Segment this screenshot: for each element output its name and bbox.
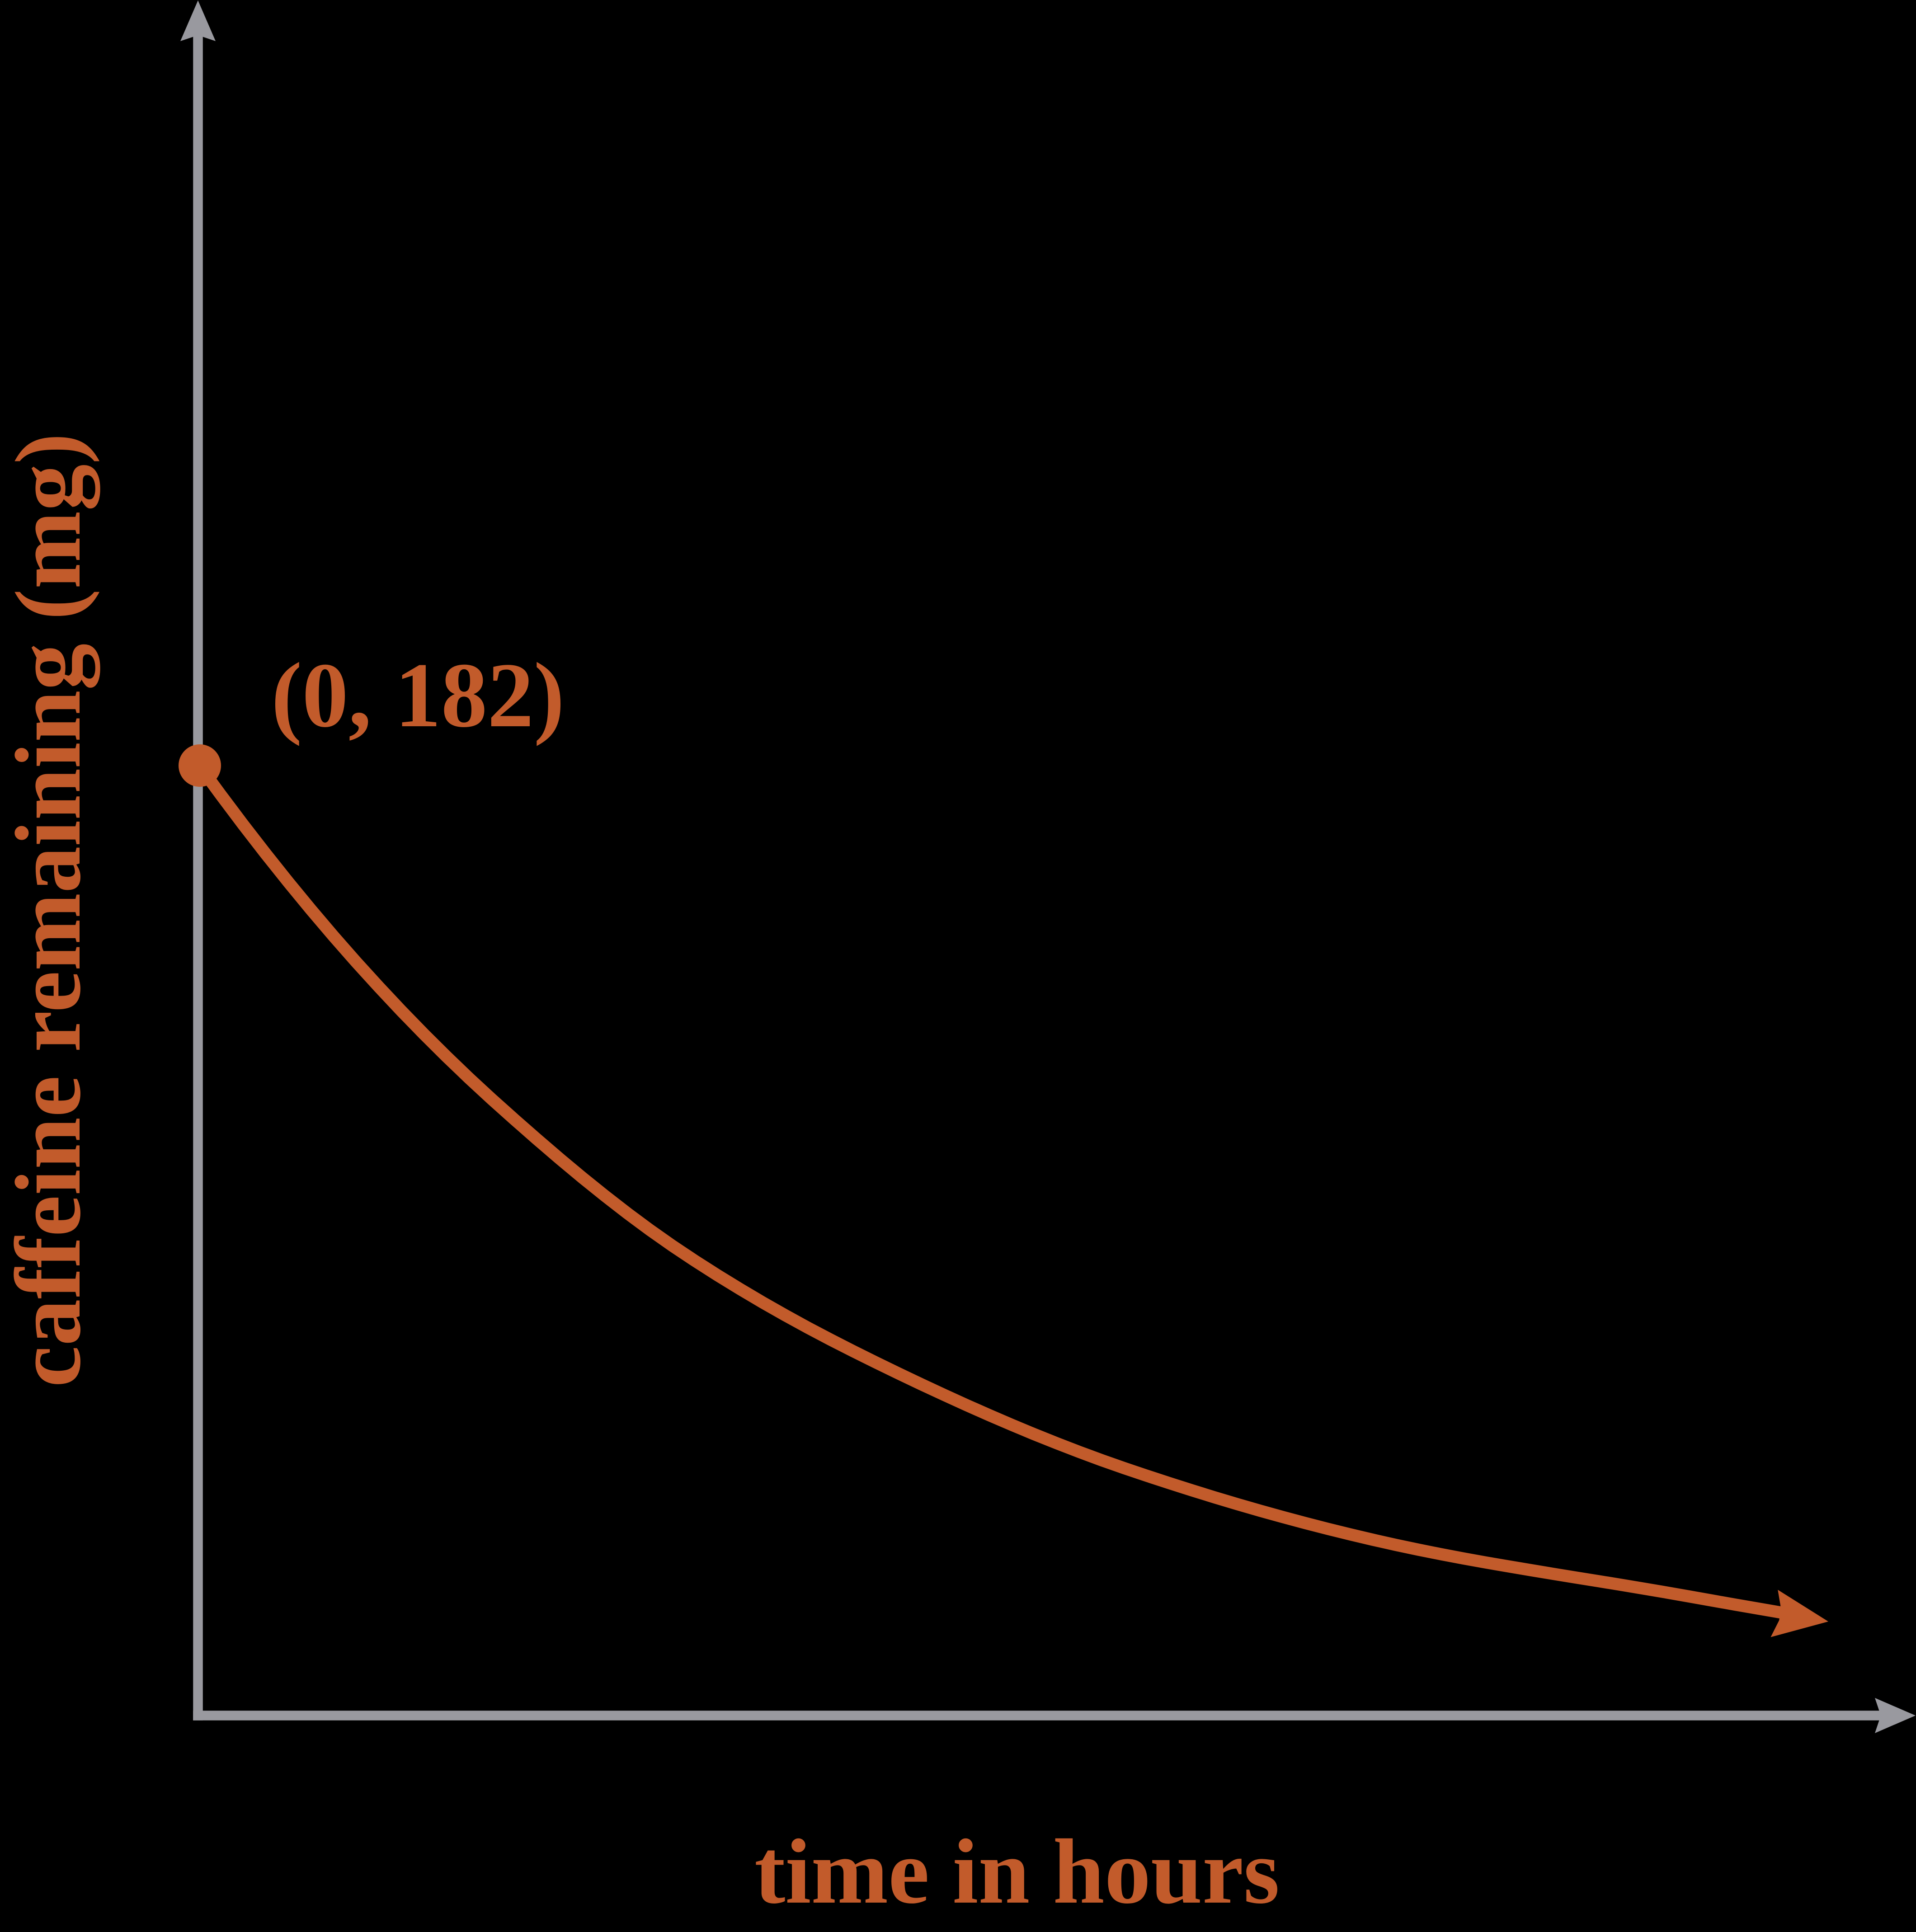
svg-text:caffeine remaining (mg): caffeine remaining (mg)	[0, 433, 100, 1387]
svg-text:time in hours: time in hours	[754, 1820, 1280, 1923]
svg-text:(0, 182): (0, 182)	[271, 644, 565, 747]
